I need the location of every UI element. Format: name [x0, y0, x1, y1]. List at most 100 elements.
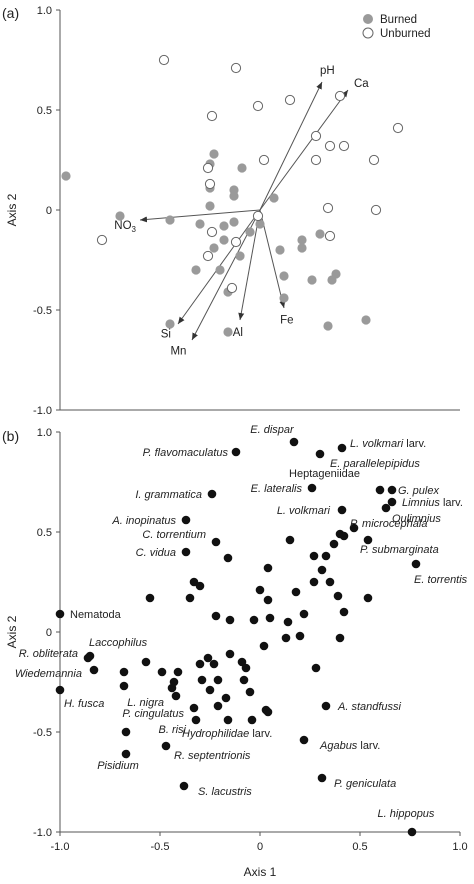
point-unburned [158, 54, 170, 66]
panel-b-y-tick-label: -1.0 [33, 827, 52, 839]
panel-b-scatter: (b) Axis 2 Axis 1 1.0 0.5 0 -0.5 -1.0 -1.0 -0.… [2, 424, 468, 879]
species-point [363, 593, 373, 603]
panel-a-y-tick-label: 1.0 [37, 5, 52, 17]
species-point [169, 677, 179, 687]
species-point [321, 551, 331, 561]
species-label-c-torrentium: C. torrentium [142, 529, 206, 541]
point-unburned [252, 210, 264, 222]
panel-a-y-axis-label: Axis 2 [5, 193, 19, 226]
point-burned [315, 229, 325, 239]
species-point-p-microcephala [349, 523, 359, 533]
species-point-nematoda [55, 609, 65, 619]
species-point [263, 563, 273, 573]
species-point [239, 675, 249, 685]
species-point [249, 615, 259, 625]
species-point [221, 693, 231, 703]
point-burned [215, 265, 225, 275]
species-label-l-volkmari-larv: L. volkmari larv. [350, 438, 426, 450]
point-unburned [230, 62, 242, 74]
species-point [255, 585, 265, 595]
species-label-h-fusca: H. fusca [64, 698, 104, 710]
point-burned [235, 251, 245, 261]
species-point [185, 593, 195, 603]
point-burned [61, 171, 71, 181]
species-point [205, 685, 215, 695]
point-burned [223, 327, 233, 337]
point-unburned [370, 204, 382, 216]
point-unburned [324, 230, 336, 242]
point-burned [237, 163, 247, 173]
species-label-s-lacustris: S. lacustris [198, 786, 252, 798]
species-point [213, 675, 223, 685]
panel-b-species-labels: E. dispar L. volkmari larv. P. flavomacula… [15, 424, 468, 820]
species-point [309, 577, 319, 587]
species-point [333, 591, 343, 601]
vector-arrow-no [139, 209, 261, 223]
species-label-a-inopinatus: A. inopinatus [111, 515, 176, 527]
species-label-e-parallelepipidus: E. parallelepipidus [330, 458, 420, 470]
species-point [241, 663, 251, 673]
species-label-p-submarginata: P. submarginata [360, 544, 439, 556]
species-point [283, 617, 293, 627]
point-unburned [334, 90, 346, 102]
point-burned [209, 149, 219, 159]
species-point [245, 687, 255, 697]
panel-b-points [55, 437, 421, 837]
point-burned [229, 191, 239, 201]
vector-arrow-fe [259, 209, 286, 309]
panel-b-x-tick-label: -1.0 [51, 841, 70, 853]
panel-b-label: (b) [2, 428, 19, 444]
point-burned [195, 219, 205, 229]
species-point [309, 551, 319, 561]
point-unburned [368, 154, 380, 166]
species-label-g-pulex: G. pulex [398, 485, 439, 497]
species-point [285, 535, 295, 545]
species-point [339, 607, 349, 617]
point-burned [279, 271, 289, 281]
species-label-e-lateralis: E. lateralis [251, 483, 303, 495]
point-burned [361, 315, 371, 325]
species-point [263, 595, 273, 605]
panel-a-legend: Burned Unburned [362, 14, 431, 40]
vector-label-fe: Fe [280, 315, 293, 327]
species-label-wiedemannia: Wiedemannia [15, 668, 82, 680]
species-point-r-obliterata [83, 653, 93, 663]
species-label-e-dispar: E. dispar [250, 424, 295, 436]
species-point-p-cingulatus [189, 703, 199, 713]
point-burned [297, 235, 307, 245]
panel-b-x-tick-label: -0.5 [151, 841, 170, 853]
point-unburned [392, 122, 404, 134]
species-point-l-volkmari [337, 505, 347, 515]
panel-b-y-axis-label: Axis 2 [5, 615, 19, 648]
point-unburned [322, 202, 334, 214]
species-point-p-geniculata [317, 773, 327, 783]
vector-label-si: Si [161, 329, 171, 341]
species-point [211, 611, 221, 621]
point-unburned [284, 94, 296, 106]
vector-arrow-ph [259, 81, 323, 211]
point-unburned [230, 236, 242, 248]
species-label-l-nigra: L. nigra [127, 697, 164, 709]
species-point-limnius-larv [387, 497, 397, 507]
species-label-r-obliterata: R. obliterata [19, 648, 78, 660]
species-label-c-vidua: C. vidua [136, 547, 176, 559]
species-point [263, 707, 273, 717]
species-point-oulimnius [381, 503, 391, 513]
legend-unburned-marker [362, 27, 374, 39]
point-unburned [310, 130, 322, 142]
species-point [259, 641, 269, 651]
species-label-pisidium: Pisidium [97, 760, 139, 772]
species-point-a-standfussi [321, 701, 331, 711]
species-point-p-submarginata [363, 535, 373, 545]
panel-b-y-tick-label: 0 [46, 627, 52, 639]
point-burned [229, 217, 239, 227]
panel-a-scatter: (a) Axis 2 1.0 0.5 0 -0.5 -1.0 pH Ca NO3 Si Mn Al… [2, 5, 460, 417]
species-label-hydrophilidae-larv: Hydrophilidae larv. [182, 728, 272, 740]
species-point [329, 539, 339, 549]
panel-b-x-tick-label: 0 [257, 841, 263, 853]
species-point [291, 587, 301, 597]
panel-b-x-tick-label: 0.5 [352, 841, 367, 853]
species-point-r-septentrionis [161, 741, 171, 751]
panel-a-vectors: pH Ca NO3 Si Mn Al Fe [114, 65, 369, 358]
